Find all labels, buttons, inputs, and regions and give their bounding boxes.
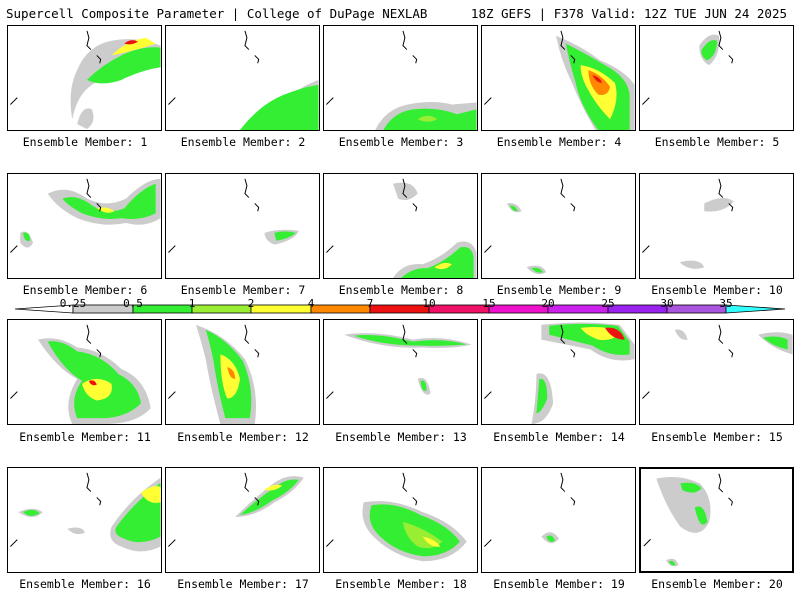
ensemble-panel-14 xyxy=(481,319,636,425)
ensemble-panel-7 xyxy=(165,173,320,279)
ensemble-panel-15 xyxy=(639,319,794,425)
ensemble-member-label: Ensemble Member: 16 xyxy=(19,577,151,591)
ensemble-member-label: Ensemble Member: 8 xyxy=(338,283,464,297)
ensemble-panel-20 xyxy=(639,467,794,573)
scale-tick-label: 2 xyxy=(247,297,255,310)
scale-tick-label: 25 xyxy=(601,297,615,310)
ensemble-panel-9 xyxy=(481,173,636,279)
scp-map xyxy=(642,324,793,399)
ensemble-member-label: Ensemble Member: 4 xyxy=(496,135,622,149)
scp-map xyxy=(642,178,734,269)
ensemble-member-label: Ensemble Member: 3 xyxy=(338,135,464,149)
scp-map xyxy=(484,30,635,130)
ensemble-member-label: Ensemble Member: 17 xyxy=(177,577,309,591)
ensemble-member-label: Ensemble Member: 7 xyxy=(180,283,306,297)
ensemble-panel-12 xyxy=(165,319,320,425)
scp-map xyxy=(168,30,319,130)
scp-map xyxy=(484,322,635,424)
ensemble-member-label: Ensemble Member: 20 xyxy=(651,577,783,591)
scp-map xyxy=(10,324,151,424)
scp-map xyxy=(326,30,477,130)
ensemble-member-label: Ensemble Member: 10 xyxy=(651,283,783,297)
scale-tick-label: 30 xyxy=(660,297,674,310)
ensemble-member-label: Ensemble Member: 11 xyxy=(19,430,151,444)
ensemble-panel-18 xyxy=(323,467,478,573)
ensemble-panel-16 xyxy=(7,467,162,573)
ensemble-panel-5 xyxy=(639,25,794,131)
ensemble-panel-4 xyxy=(481,25,636,131)
ensemble-member-label: Ensemble Member: 13 xyxy=(335,430,467,444)
color-scale-bar xyxy=(14,304,786,314)
ensemble-panel-2 xyxy=(165,25,320,131)
scale-tick-label: 15 xyxy=(482,297,496,310)
valid-time: 18Z GEFS | F378 Valid: 12Z TUE JUN 24 20… xyxy=(470,6,787,21)
ensemble-member-label: Ensemble Member: 15 xyxy=(651,430,783,444)
scp-map xyxy=(326,178,477,278)
scp-map xyxy=(168,472,304,547)
ensemble-member-label: Ensemble Member: 6 xyxy=(22,283,148,297)
scp-map xyxy=(643,473,733,567)
scp-map xyxy=(168,324,260,424)
ensemble-panel-6 xyxy=(7,173,162,279)
ensemble-member-label: Ensemble Member: 2 xyxy=(180,135,306,149)
ensemble-panel-8 xyxy=(323,173,478,279)
scale-tick-label: 10 xyxy=(422,297,436,310)
ensemble-panel-11 xyxy=(7,319,162,425)
scale-tick-label: 0.25 xyxy=(59,297,87,310)
ensemble-member-label: Ensemble Member: 1 xyxy=(22,135,148,149)
scale-tick-label: 1 xyxy=(188,297,196,310)
ensemble-panel-17 xyxy=(165,467,320,573)
scp-map xyxy=(10,178,161,253)
scp-map xyxy=(10,30,161,130)
scp-map xyxy=(326,324,472,399)
ensemble-member-label: Ensemble Member: 19 xyxy=(493,577,625,591)
scale-tick-label: 4 xyxy=(307,297,315,310)
scp-map xyxy=(326,472,467,562)
scp-map xyxy=(10,472,161,552)
scp-map xyxy=(484,472,576,547)
ensemble-panel-19 xyxy=(481,467,636,573)
ensemble-panel-13 xyxy=(323,319,478,425)
scale-tick-label: 20 xyxy=(541,297,555,310)
scale-tick-label: 35 xyxy=(719,297,733,310)
ensemble-member-label: Ensemble Member: 9 xyxy=(496,283,622,297)
ensemble-panel-1 xyxy=(7,25,162,131)
ensemble-member-label: Ensemble Member: 14 xyxy=(493,430,625,444)
ensemble-panel-10 xyxy=(639,173,794,279)
scale-tick-label: 7 xyxy=(366,297,374,310)
map-title: Supercell Composite Parameter | College … xyxy=(6,6,428,21)
ensemble-member-label: Ensemble Member: 5 xyxy=(654,135,780,149)
ensemble-member-label: Ensemble Member: 12 xyxy=(177,430,309,444)
scp-map xyxy=(642,30,734,105)
scp-map xyxy=(168,178,299,253)
scale-tick-label: 0.5 xyxy=(123,297,143,310)
ensemble-panel-3 xyxy=(323,25,478,131)
scp-map xyxy=(484,178,576,275)
ensemble-member-label: Ensemble Member: 18 xyxy=(335,577,467,591)
